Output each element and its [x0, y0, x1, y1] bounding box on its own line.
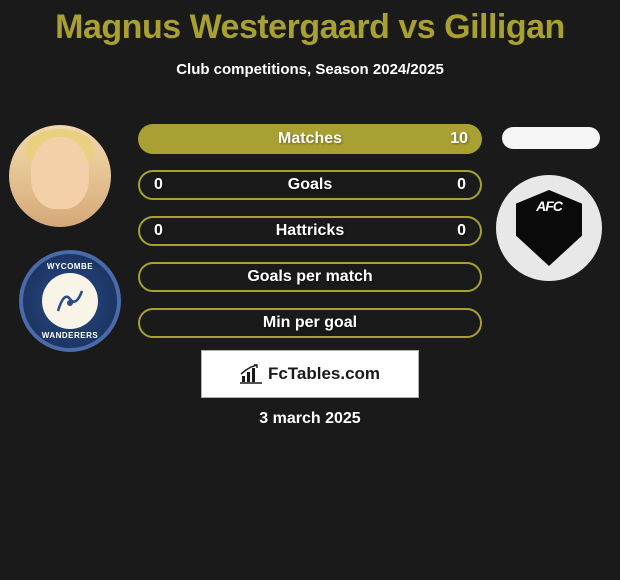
stat-label: Hattricks [276, 222, 344, 240]
date-label: 3 march 2025 [259, 410, 360, 428]
stat-label: Goals per match [247, 268, 372, 286]
page-title: Magnus Westergaard vs Gilligan [0, 0, 620, 47]
stat-label: Min per goal [263, 314, 357, 332]
page-subtitle: Club competitions, Season 2024/2025 [0, 61, 620, 78]
club-left-name-bottom: WANDERERS [23, 331, 117, 340]
stat-value-right: 0 [457, 176, 466, 194]
player-left-avatar [9, 125, 111, 227]
stat-row: 0 Goals 0 [138, 170, 482, 200]
club-left-name-top: WYCOMBE [23, 262, 117, 271]
stat-label: Matches [278, 130, 342, 148]
chart-icon [240, 364, 262, 384]
stat-row: Min per goal [138, 308, 482, 338]
club-right-shield-icon: AFC [516, 190, 582, 266]
player-left-club-badge: WYCOMBE WANDERERS [19, 250, 121, 352]
stat-value-left: 0 [154, 176, 163, 194]
branding-text: FcTables.com [268, 364, 380, 384]
stat-row: 0 Hattricks 0 [138, 216, 482, 246]
club-right-letters: AFC [536, 198, 562, 214]
branding-box: FcTables.com [201, 350, 419, 398]
stat-value-right: 0 [457, 222, 466, 240]
stat-label: Goals [288, 176, 332, 194]
stat-row: Matches 10 [138, 124, 482, 154]
player-right-avatar-placeholder [502, 127, 600, 149]
club-left-crest-icon [42, 273, 98, 329]
player-right-club-badge: AFC [496, 175, 602, 281]
stat-value-left: 0 [154, 222, 163, 240]
stat-row: Goals per match [138, 262, 482, 292]
stats-container: Matches 10 0 Goals 0 0 Hattricks 0 Goals per mat… [138, 124, 482, 354]
stat-value-right: 10 [450, 130, 468, 148]
